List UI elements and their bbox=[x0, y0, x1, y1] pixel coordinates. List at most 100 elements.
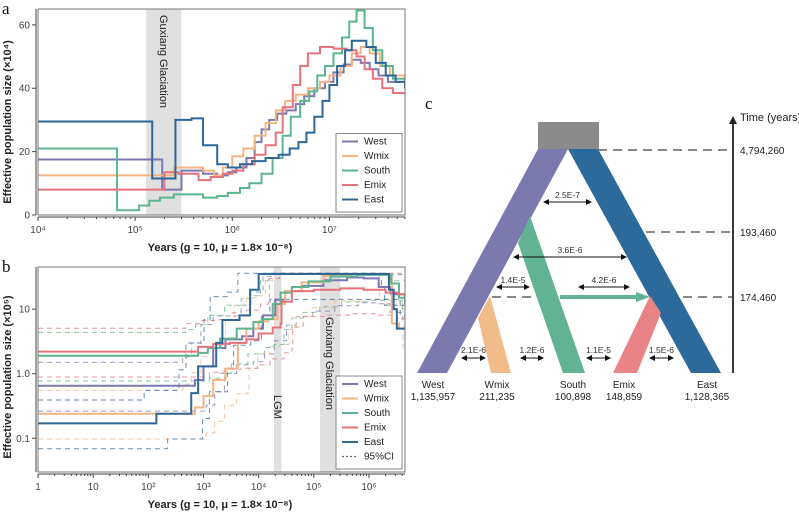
migration-arrowhead-left bbox=[513, 254, 519, 260]
panel-b-letter: b bbox=[2, 257, 11, 276]
ci-line-east bbox=[38, 272, 405, 401]
y-tick-label: 0 bbox=[24, 211, 30, 222]
migration-arrowhead-right bbox=[624, 284, 630, 290]
time-axis-label: Time (years) bbox=[740, 112, 799, 124]
migration-arrowhead-left bbox=[586, 355, 592, 361]
x-tick-label: 10⁶ bbox=[225, 225, 240, 236]
migration-arrowhead-left bbox=[520, 355, 526, 361]
migration-rate-label: 1.2E-6 bbox=[519, 345, 544, 355]
branch-east bbox=[568, 149, 721, 373]
x-tick-label: 10³ bbox=[196, 482, 211, 493]
legend-label: East bbox=[364, 437, 384, 448]
migration-arrowhead-right bbox=[668, 355, 674, 361]
y-tick-label: 40 bbox=[19, 84, 31, 95]
panel-b-ylabel: Effective population size (×10⁵) bbox=[2, 295, 14, 459]
migration-rate-label: 1.1E-5 bbox=[586, 345, 611, 355]
admixture-arrow-head bbox=[636, 292, 650, 302]
migration-arrows: 2.5E-7 3.6E-6 1.4E-5 4.2E-6 2.1E-6 1.2E-6 1.1E… bbox=[461, 190, 674, 361]
migration-arrowhead-right bbox=[605, 355, 611, 361]
panel-c-diagram: Time (years) 4,794,260 193,460 174,460 2… bbox=[411, 112, 799, 403]
pop-name-south: South bbox=[560, 380, 586, 391]
pop-size-east: 1,128,365 bbox=[685, 392, 730, 403]
pop-size-wmix: 211,235 bbox=[479, 392, 515, 403]
ancestral-block bbox=[538, 122, 599, 149]
time-mark-3: 174,460 bbox=[740, 293, 777, 304]
branch-west bbox=[417, 149, 568, 373]
time-axis-arrowhead bbox=[729, 116, 737, 124]
x-tick-label: 10⁵ bbox=[127, 225, 142, 236]
shaded-region-0 bbox=[274, 267, 282, 472]
series-line-emix bbox=[38, 46, 405, 191]
shaded-region-1 bbox=[320, 267, 341, 472]
panel-b-chart: LGM Guxiang Glaciation 1 10 10² 10³ 10⁴ 10⁵ 10⁶ 0… bbox=[16, 266, 406, 493]
pop-size-west: 1,135,957 bbox=[411, 392, 456, 403]
migration-rate-label: 2.1E-6 bbox=[461, 345, 486, 355]
branch-emix bbox=[613, 296, 661, 373]
migration-arrowhead-right bbox=[586, 199, 592, 205]
migration-arrowhead-right bbox=[524, 284, 530, 290]
legend-label: Emix bbox=[364, 180, 386, 191]
migration-arrowhead-left bbox=[649, 355, 655, 361]
pop-name-west: West bbox=[422, 380, 445, 391]
shaded-region-label-0: Guxiang Glaciation bbox=[157, 15, 169, 108]
y-tick-label: 1.0 bbox=[16, 369, 30, 380]
branch-south bbox=[518, 216, 585, 373]
legend-label: South bbox=[364, 408, 390, 419]
series-line-south bbox=[38, 9, 405, 212]
migration-arrowhead-left bbox=[461, 355, 467, 361]
legend-label: Wmix bbox=[364, 151, 389, 162]
panel-b-xlabel: Years (g = 10, μ = 1.8× 10⁻⁸) bbox=[148, 499, 293, 511]
x-tick-label: 10⁵ bbox=[306, 482, 321, 493]
legend-label: 95%CI bbox=[364, 452, 394, 463]
ci-line-west bbox=[38, 272, 405, 363]
legend-label: West bbox=[364, 137, 387, 148]
ci-line-emix bbox=[38, 313, 405, 378]
y-tick-label: 0.1 bbox=[16, 434, 30, 445]
y-tick-label: 10 bbox=[19, 305, 31, 316]
series-line-east bbox=[38, 273, 405, 425]
x-tick-label: 10² bbox=[141, 482, 156, 493]
legend-box bbox=[335, 375, 403, 470]
migration-arrowhead-right bbox=[480, 355, 486, 361]
legend-label: Wmix bbox=[364, 394, 389, 405]
shaded-region-label-1: Guxiang Glaciation bbox=[323, 317, 335, 410]
legend-label: West bbox=[364, 379, 387, 390]
x-tick-label: 10⁶ bbox=[361, 482, 376, 493]
series-line-east bbox=[38, 39, 405, 180]
migration-rate-label: 1.5E-6 bbox=[649, 345, 674, 355]
time-mark-2: 193,460 bbox=[740, 228, 777, 239]
legend-label: South bbox=[364, 166, 390, 177]
plot-frame bbox=[37, 266, 406, 473]
panel-a-letter: a bbox=[2, 0, 10, 18]
y-tick-label: 60 bbox=[19, 20, 31, 31]
ci-line-west bbox=[38, 302, 405, 412]
migration-arrowhead-left bbox=[578, 284, 584, 290]
branch-wmix bbox=[478, 296, 511, 373]
migration-arrowhead-right bbox=[538, 355, 544, 361]
panel-a-xlabel: Years (g = 10, μ = 1.8× 10⁻⁸) bbox=[148, 242, 293, 254]
plot-frame bbox=[37, 8, 406, 216]
legend-label: East bbox=[364, 195, 384, 206]
migration-rate-label: 1.4E-5 bbox=[500, 275, 525, 285]
pop-name-emix: Emix bbox=[613, 380, 635, 391]
legend-label: Emix bbox=[364, 423, 386, 434]
pop-size-south: 100,898 bbox=[555, 392, 592, 403]
x-tick-label: 10⁷ bbox=[322, 225, 337, 236]
migration-arrowhead-left bbox=[496, 284, 502, 290]
migration-arrowhead-right bbox=[621, 254, 627, 260]
ci-line-south bbox=[38, 272, 405, 333]
migration-rate-label: 2.5E-7 bbox=[555, 190, 580, 200]
panel-a-chart: Guxiang Glaciation 10⁴ 10⁵ 10⁶ 10⁷ 0 20 40 60 Wes… bbox=[19, 8, 406, 236]
migration-rate-label: 4.2E-6 bbox=[591, 275, 616, 285]
pop-name-east: East bbox=[697, 380, 717, 391]
pop-size-emix: 148,859 bbox=[606, 392, 643, 403]
x-tick-label: 10⁴ bbox=[30, 225, 45, 236]
panel-a-ylabel: Effective population size (×10⁴) bbox=[2, 40, 14, 204]
shaded-region-label-0: LGM bbox=[271, 395, 283, 419]
x-tick-label: 1 bbox=[35, 482, 41, 493]
x-tick-label: 10 bbox=[88, 482, 100, 493]
time-mark-1: 4,794,260 bbox=[740, 146, 785, 157]
y-tick-label: 20 bbox=[19, 147, 31, 158]
x-tick-label: 10⁴ bbox=[251, 482, 266, 493]
pop-name-wmix: Wmix bbox=[485, 380, 510, 391]
